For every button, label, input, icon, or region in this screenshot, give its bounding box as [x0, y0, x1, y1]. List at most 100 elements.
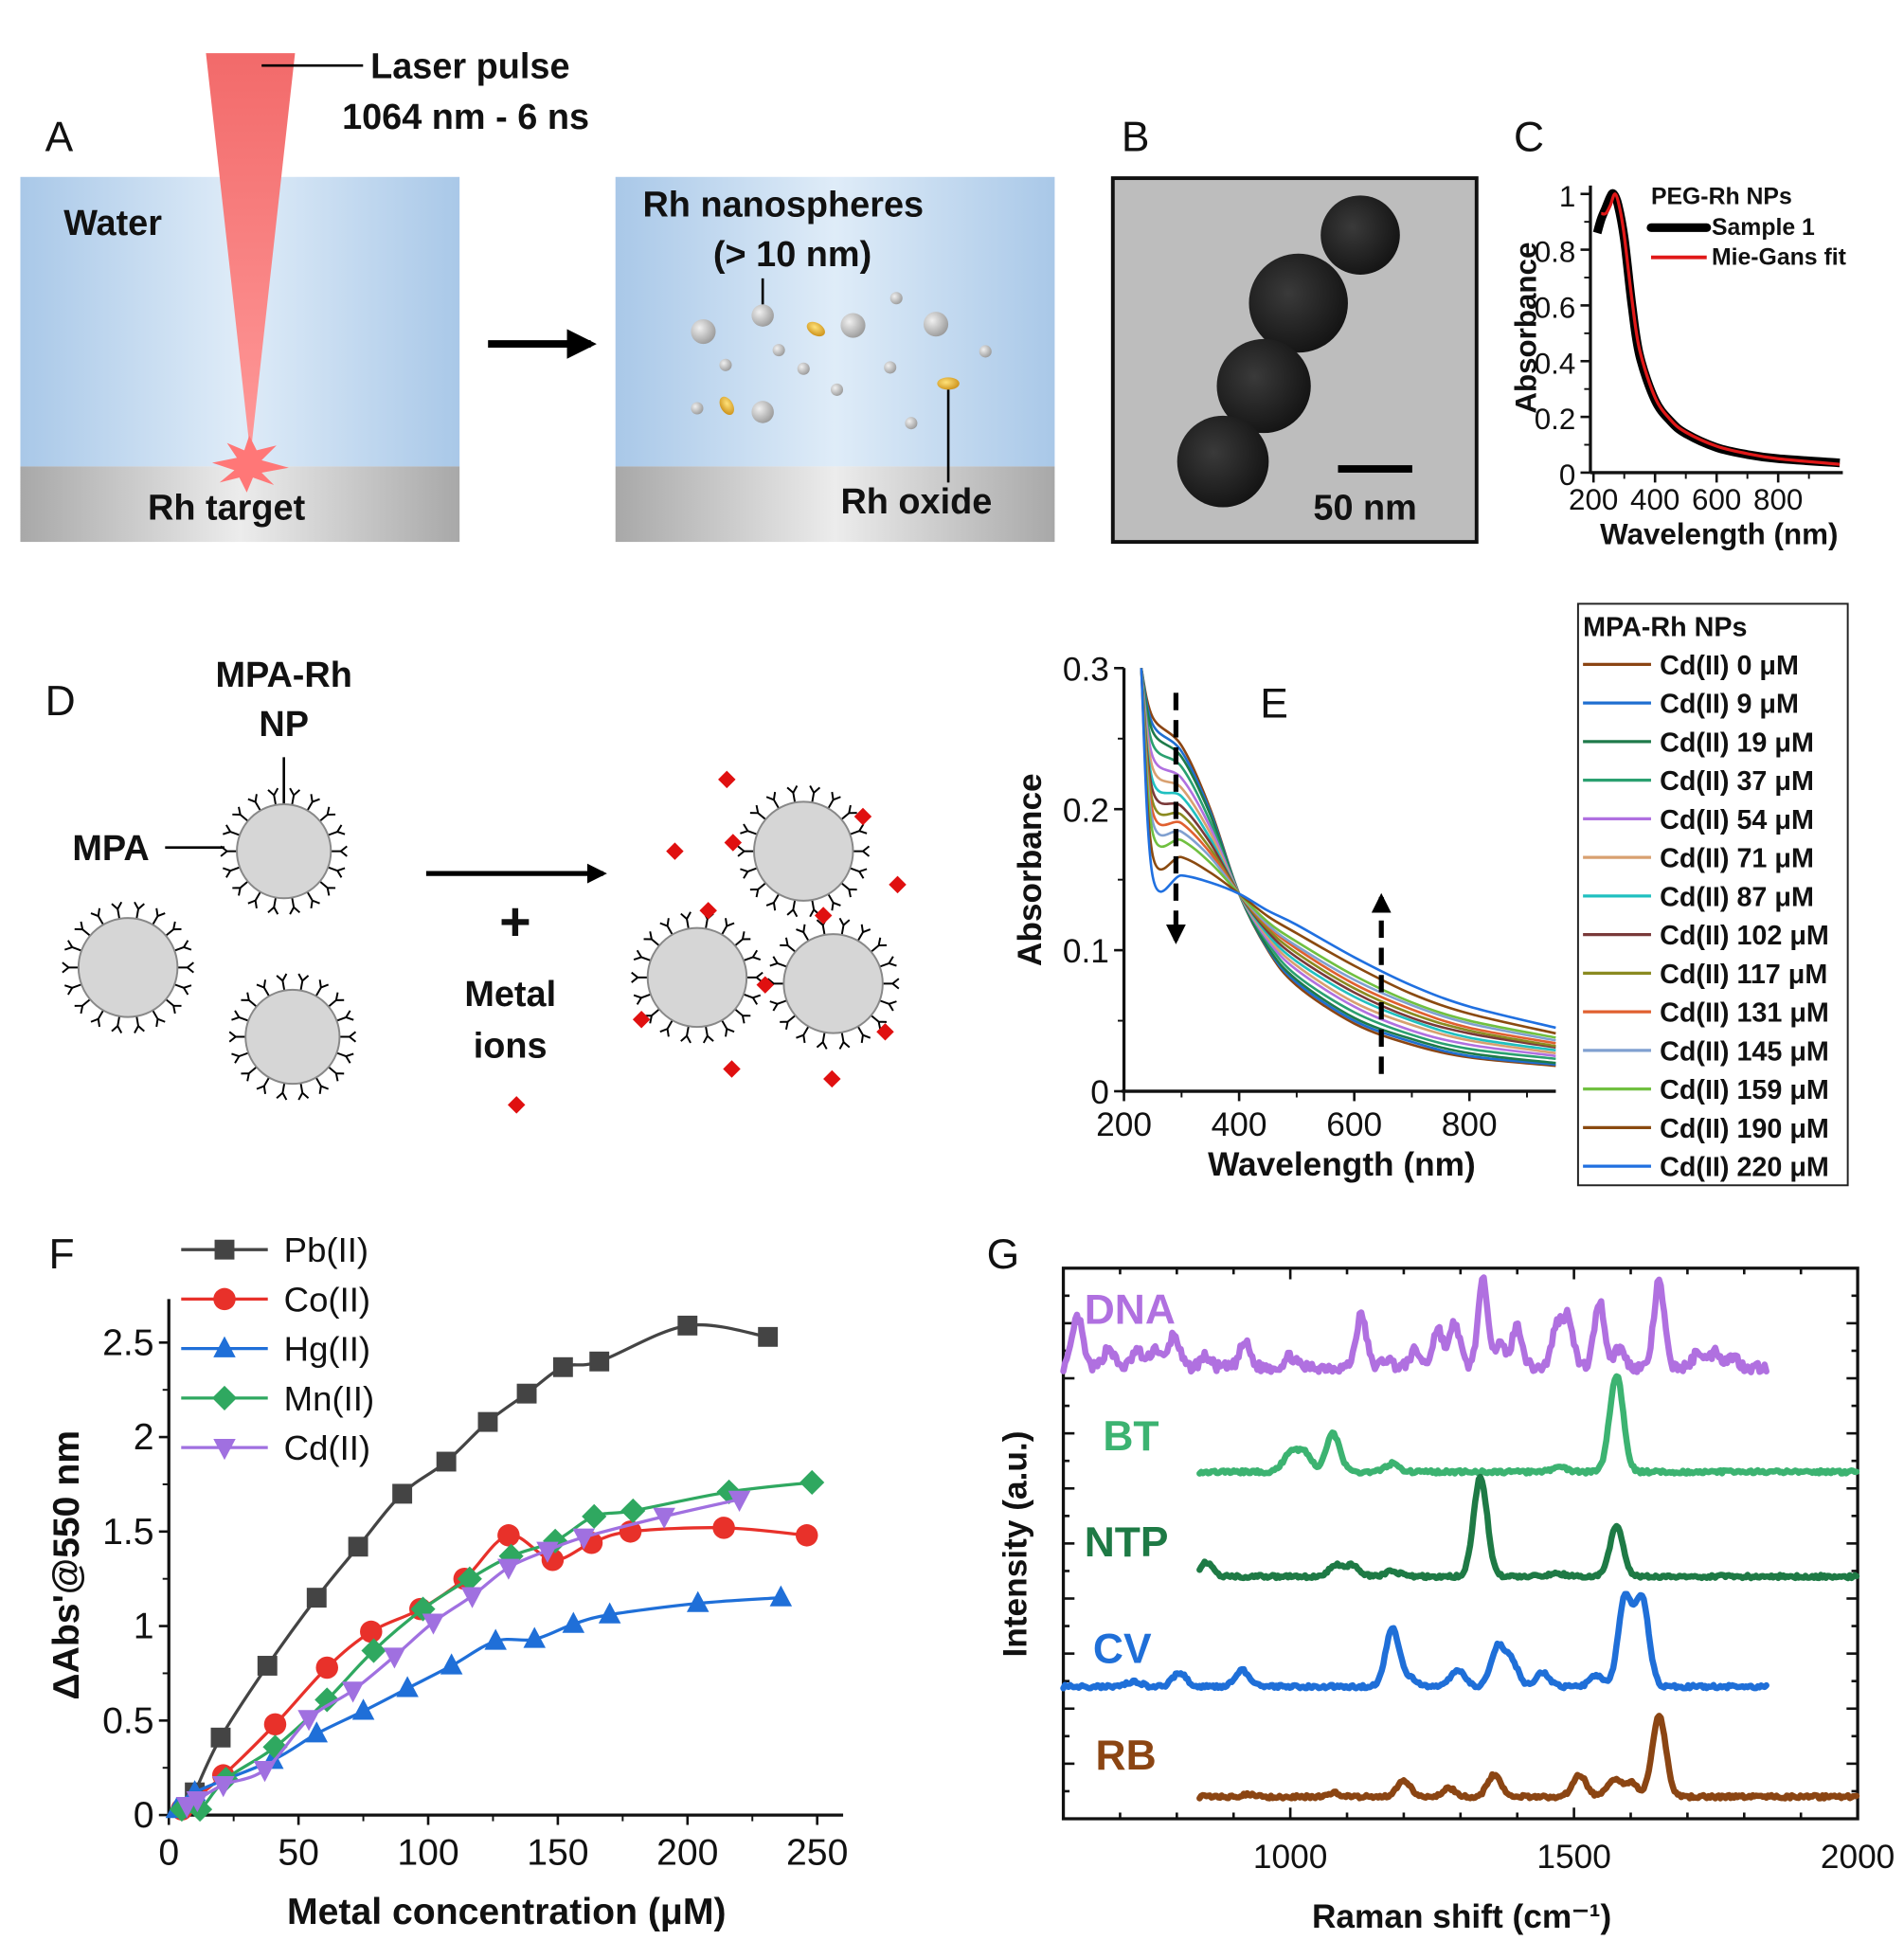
mpa-ligand-icon — [314, 1077, 330, 1094]
scale-bar — [1338, 465, 1412, 473]
spectrum-rb — [1196, 1713, 1860, 1802]
mpa-ligand-icon — [838, 1032, 851, 1050]
y-tick-label: 1 — [134, 1607, 154, 1647]
mpa-ligand-icon — [297, 973, 310, 991]
spectrum-bt — [1196, 1373, 1860, 1477]
panel-g-chart: G Raman shift (cm⁻¹) Intensity (a.u.) 10… — [987, 1231, 1895, 1935]
legend-label: Cd(II) 117 μM — [1660, 960, 1827, 990]
np-label-line2: NP — [259, 705, 309, 745]
mpa-ligand-icon — [765, 791, 780, 809]
mpa-ligand-icon — [838, 917, 851, 936]
series-line-cd-3 — [1140, 668, 1556, 1061]
mpa-ligand-icon — [134, 901, 145, 920]
legend-label: Cd(II) 9 μM — [1660, 690, 1799, 720]
mpa-ligand-icon — [241, 992, 258, 1008]
mpa-ligand-icon — [231, 1010, 249, 1022]
x-tick-label: 200 — [1096, 1106, 1152, 1143]
y-tick-label: 0 — [1559, 458, 1575, 492]
data-point-circle — [712, 1517, 735, 1539]
mpa-ligand-icon — [856, 924, 871, 942]
mpa-ligand-icon — [680, 911, 692, 929]
mpa-ligand-icon — [680, 1026, 692, 1044]
x-axis-title: Wavelength (nm) — [1600, 518, 1838, 551]
rh-core — [244, 988, 341, 1086]
x-tick-label: 100 — [397, 1832, 458, 1873]
mpa-ligand-icon — [241, 1066, 258, 1082]
rh-oxide-particle — [806, 321, 825, 337]
legend-label: Cd(II) 0 μM — [1660, 651, 1799, 681]
nanosphere — [751, 401, 774, 423]
y-axis-title: Absorbance — [1509, 242, 1542, 414]
nanospheres-size-label: (> 10 nm) — [713, 235, 871, 275]
panel-label-e: E — [1260, 681, 1288, 728]
water-label: Water — [63, 204, 162, 243]
mpa-ligand-icon — [856, 1026, 871, 1044]
legend-label: Cd(II) 159 μM — [1660, 1075, 1829, 1105]
legend-label: Cd(II) 37 μM — [1660, 766, 1814, 797]
mpa-ligand-icon — [786, 899, 799, 918]
metal-ion-icon — [823, 1069, 841, 1088]
rh-core — [236, 803, 332, 900]
series-line-cd-13 — [1140, 668, 1556, 1030]
data-point-triangle-up — [562, 1611, 585, 1633]
data-point-diamond — [314, 1687, 340, 1713]
legend-label: Mn(II) — [284, 1379, 374, 1418]
rh-target-block — [20, 466, 460, 543]
data-point-square — [758, 1326, 779, 1347]
nanospheres-label: Rh nanospheres — [642, 186, 924, 225]
mpa-ligand-icon — [289, 787, 301, 805]
laser-beam — [206, 53, 296, 456]
data-point-circle — [213, 1287, 236, 1311]
data-point-diamond — [361, 1638, 386, 1663]
mpa-ligand-icon — [220, 845, 238, 857]
nanosphere — [691, 402, 704, 415]
series-hgii — [165, 1585, 793, 1819]
legend-label: Cd(II) 190 μM — [1660, 1114, 1829, 1144]
data-point-circle — [497, 1524, 520, 1547]
ablation-spark-icon — [211, 435, 289, 493]
mpa-ligand-icon — [90, 907, 104, 925]
mpa-ligand-icon — [737, 845, 755, 857]
target-block-after — [615, 466, 1055, 543]
x-tick-label: 800 — [1753, 483, 1803, 516]
plus-sign: + — [499, 892, 531, 953]
mpa-ligand-icon — [336, 1010, 354, 1022]
mpa-ligand-icon — [643, 931, 660, 947]
mpa-ligand-icon — [232, 880, 249, 896]
data-point-square — [552, 1356, 573, 1377]
mpa-ligand-icon — [734, 931, 751, 947]
rh-oxide-particle — [719, 396, 734, 416]
x-tick-label: 200 — [656, 1832, 718, 1873]
mpa-ligand-icon — [62, 961, 79, 974]
mpa-ligand-icon — [882, 978, 900, 990]
data-point-circle — [360, 1620, 383, 1644]
data-point-square — [348, 1536, 368, 1557]
data-point-diamond — [211, 1385, 238, 1410]
mpa-ligand-icon — [74, 998, 91, 1015]
metal-ion-icon — [889, 875, 907, 894]
series-line-cd-10 — [1140, 668, 1556, 1042]
rh-target-label: Rh target — [148, 489, 306, 529]
data-point-triangle-up — [598, 1602, 621, 1624]
mpa-ligand-icon — [331, 845, 348, 857]
data-point-square — [477, 1411, 498, 1432]
legend-label-mie-gans: Mie-Gans fit — [1712, 245, 1846, 271]
mpa-ligand-icon — [173, 983, 192, 996]
mpa-ligand-icon — [780, 937, 797, 953]
x-tick-label: 1500 — [1536, 1839, 1610, 1876]
x-axis-title: Metal concentration (μM) — [287, 1892, 727, 1932]
mpa-rh-nanoparticle — [62, 901, 194, 1033]
nanosphere — [840, 313, 866, 338]
mpa-ligand-icon — [746, 971, 763, 983]
data-point-triangle-up — [686, 1590, 710, 1612]
mpa-ligand-icon — [256, 979, 270, 997]
mpa-ligand-icon — [90, 1010, 104, 1028]
laser-pulse-label: Laser pulse — [370, 46, 569, 86]
data-point-triangle-down — [422, 1613, 445, 1635]
legend-label-sample-1: Sample 1 — [1712, 215, 1815, 241]
x-tick-label: 400 — [1212, 1106, 1267, 1143]
mpa-ligand-icon — [871, 1015, 888, 1031]
mpa-ligand-icon — [152, 907, 166, 925]
data-point-triangle-up — [523, 1626, 547, 1648]
mpa-ligand-icon — [152, 1010, 166, 1028]
